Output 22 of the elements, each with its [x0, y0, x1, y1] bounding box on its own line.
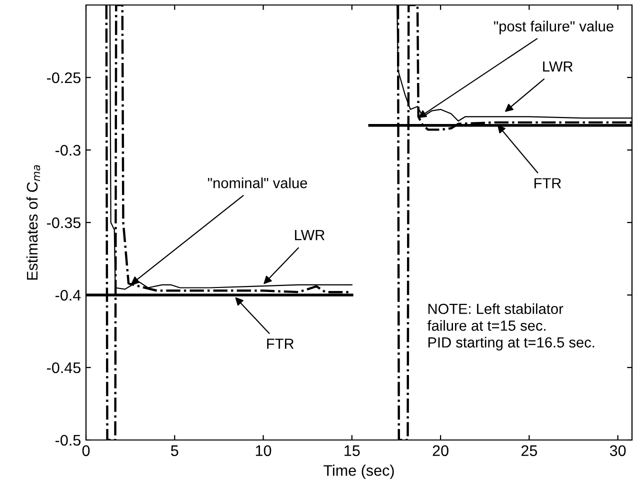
y-tick-label: -0.3	[55, 144, 80, 156]
x-tick-label: 5	[171, 445, 178, 456]
y-axis-title: Estimates of C$_{ma}$	[26, 165, 40, 280]
x-tick-label: 25	[521, 445, 538, 456]
annotation: NOTE: Left stabilator failure at t=15 sec. PID starting at t=16.5 sec.	[427, 303, 594, 350]
y-tick-label: -0.25	[47, 72, 80, 84]
annotation: "post failure" value	[494, 20, 614, 34]
y-tick-label: -0.45	[47, 362, 80, 374]
annotation: FTR	[534, 178, 561, 188]
x-tick-label: 15	[344, 445, 360, 456]
annotation: LWR	[295, 230, 324, 240]
x-tick-label: 30	[610, 445, 626, 456]
annotation: FTR	[267, 338, 294, 349]
x-tick-label: 10	[256, 445, 272, 456]
y-tick-label: -0.35	[47, 217, 80, 228]
x-tick-label: 0	[82, 445, 90, 456]
annotation: "nominal" value	[208, 178, 308, 188]
annotation: LWR	[543, 61, 573, 72]
x-tick-label: 20	[432, 445, 448, 456]
y-tick-label: -0.4	[55, 290, 81, 301]
y-tick-label: -0.5	[55, 434, 80, 446]
x-axis-title: Time (sec)	[324, 464, 394, 479]
